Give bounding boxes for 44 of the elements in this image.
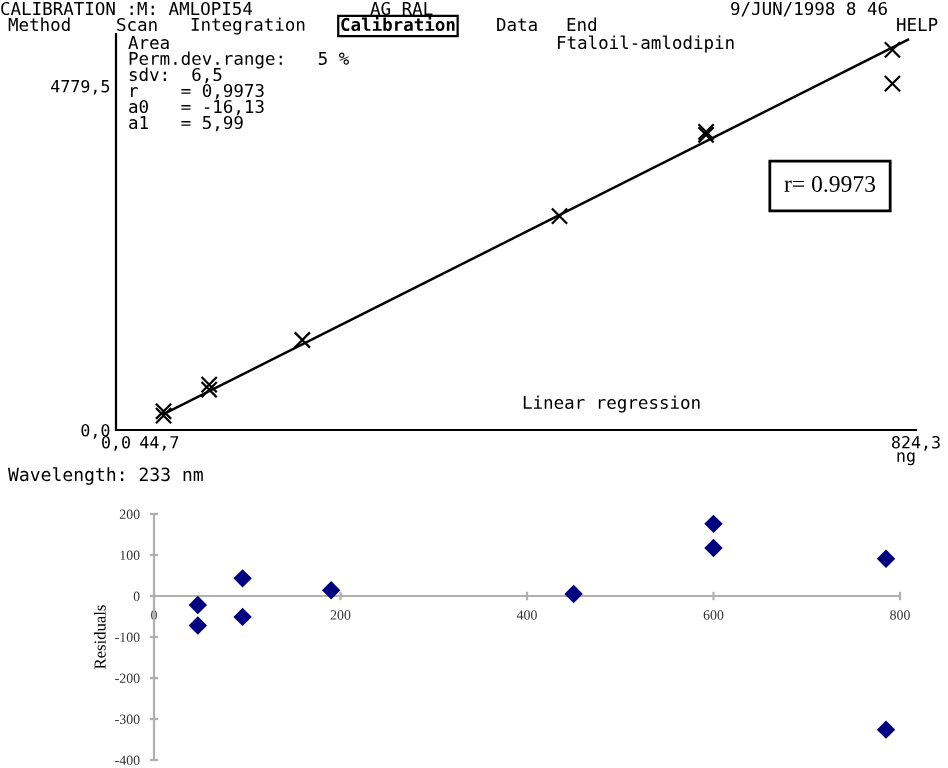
annotation: Perm.dev.range: 5 % <box>129 51 349 69</box>
annotation: Integration <box>191 17 305 35</box>
text: Method <box>8 17 70 32</box>
annotation: r = 0,9973 <box>131 83 264 100</box>
point <box>564 584 583 604</box>
x-axis-title: ng <box>897 452 915 466</box>
point <box>704 538 723 558</box>
point <box>154 406 173 425</box>
annotation: Linear regression <box>523 395 700 413</box>
point <box>188 595 208 615</box>
point <box>876 549 896 568</box>
point <box>883 74 902 93</box>
point <box>188 616 208 635</box>
point <box>233 607 252 627</box>
point <box>550 207 569 225</box>
text: HELP <box>897 18 938 31</box>
x-tick-label: 0,0 <box>102 435 130 451</box>
annotation: a0 = -16,13 <box>129 99 264 116</box>
point <box>200 375 218 394</box>
annotation: r= 0.9973 <box>784 175 876 193</box>
text: Calibration <box>341 16 455 32</box>
y-tick-label: 4779,5 <box>51 79 110 95</box>
annotation: Ftaloil-amlodipin <box>557 35 734 53</box>
point <box>200 380 218 399</box>
y-axis-title: Residuals <box>93 605 106 669</box>
chart-title: CALIBRATION :M: AMLOPI54 <box>1 1 253 16</box>
text: 9/JUN/1998 8 46 <box>731 1 887 17</box>
x-tick-label: 44,7 <box>140 436 179 451</box>
x-tick-label: 824,3 <box>891 435 940 451</box>
point <box>233 569 252 588</box>
point <box>883 41 902 59</box>
point <box>154 402 173 420</box>
annotation: sdv: 6,5 <box>129 67 222 84</box>
text: AG RAL <box>370 1 433 16</box>
point <box>704 514 723 534</box>
text: Wavelength: 233 nm <box>8 467 203 485</box>
text: Scan <box>117 17 157 32</box>
point <box>293 331 312 349</box>
point <box>321 581 341 600</box>
annotation: Area <box>128 36 169 50</box>
text: Data <box>497 18 537 32</box>
annotation: a1 = 5,99 <box>129 115 243 132</box>
text: End <box>567 17 596 32</box>
point <box>876 720 896 739</box>
